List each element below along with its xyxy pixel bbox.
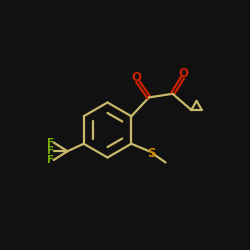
Text: S: S [147,147,156,160]
Text: F: F [47,155,54,165]
Text: O: O [179,67,189,80]
Text: F: F [47,146,54,156]
Text: F: F [47,138,54,147]
Text: O: O [131,71,141,84]
